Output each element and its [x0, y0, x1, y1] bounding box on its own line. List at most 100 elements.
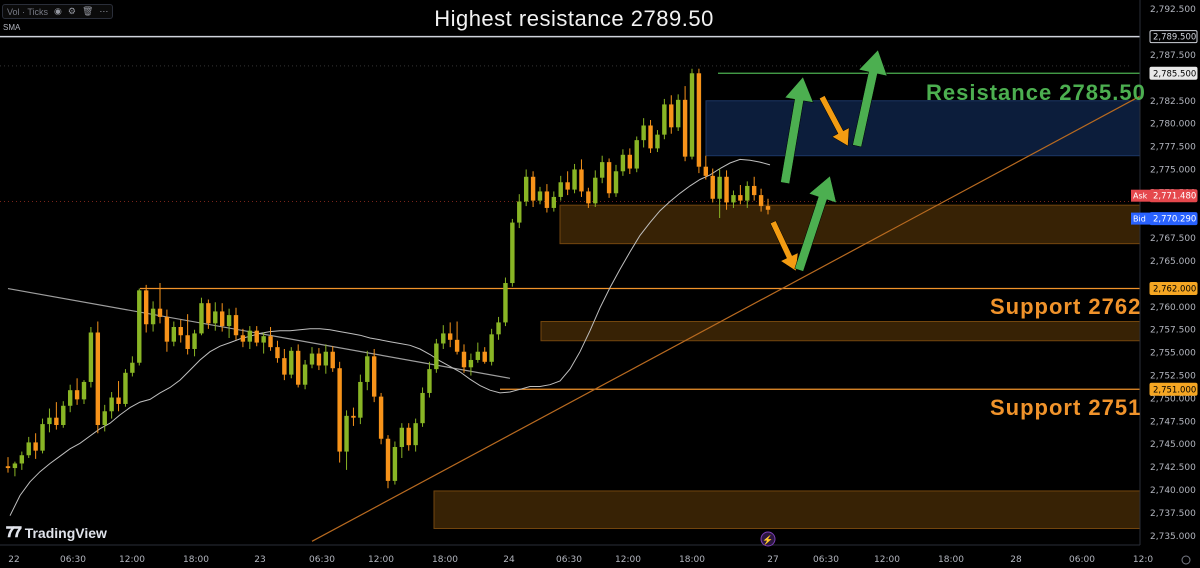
candle-body [344, 415, 349, 452]
candle-body [627, 154, 633, 169]
more-icon[interactable]: ⋯ [99, 6, 109, 16]
event-icon [760, 531, 776, 547]
candle-body [157, 308, 163, 317]
candles [5, 68, 771, 489]
x-tick-label: 06:30 [813, 555, 839, 565]
y-tick-label: 2,775.000 [1150, 165, 1196, 175]
candle-body [717, 176, 722, 199]
candle-body [599, 162, 605, 178]
candle-body [95, 332, 101, 426]
candle-body [40, 424, 45, 451]
x-tick-label: 12:00 [119, 555, 145, 565]
support-2751-label: Support 2751 [990, 395, 1142, 420]
logo-text: TradingView [24, 524, 107, 541]
settings-icon [1181, 555, 1191, 565]
sma-label: SMA [3, 23, 21, 32]
candle-body [226, 315, 232, 327]
candle-body [309, 353, 315, 365]
candle-body [74, 390, 80, 400]
resistance-label: Resistance 2785.50 [926, 80, 1146, 105]
candle-body [392, 446, 398, 481]
candle-body [5, 466, 11, 469]
trash-icon[interactable]: 🗑 [81, 6, 94, 16]
candle-body [765, 206, 771, 210]
candle-body [12, 463, 18, 469]
candle-body [171, 327, 177, 342]
sma-line [9, 158, 771, 516]
price-marker [1149, 382, 1198, 396]
candle-body [593, 177, 598, 204]
candle-body [33, 442, 38, 451]
candle-body [696, 73, 702, 167]
price-tag-label: Ask [1133, 192, 1148, 201]
candle-body [351, 415, 356, 418]
candle-body [613, 171, 619, 194]
candle-body [47, 417, 52, 425]
candle-body [682, 99, 688, 157]
y-tick-label: 2,745.000 [1150, 440, 1196, 450]
candle-body [510, 222, 515, 284]
y-tick-label: 2,777.500 [1150, 143, 1196, 153]
candle-body [295, 350, 301, 385]
candle-body [648, 125, 653, 149]
candle-body [655, 134, 660, 149]
candle-body [143, 290, 149, 325]
price-tag-bid [1131, 212, 1150, 225]
candle-body [371, 356, 377, 397]
candle-body [282, 358, 287, 375]
ascending-trendline [311, 95, 1141, 542]
candle-body [399, 427, 405, 447]
settings-icon[interactable]: ⚙ [67, 6, 76, 16]
price-marker-label: 2,789.500 [1153, 33, 1196, 43]
candle-body [219, 311, 225, 327]
candle-body [724, 176, 729, 203]
y-tick-label: 2,782.500 [1150, 97, 1196, 107]
candle-body [703, 166, 709, 176]
candle-body [544, 191, 550, 208]
candle-body [378, 396, 384, 439]
x-tick-label: 27 [767, 555, 778, 565]
eye-icon[interactable]: ◉ [54, 6, 62, 16]
candle-body [164, 316, 170, 342]
x-tick-label: 06:00 [1069, 555, 1095, 565]
x-tick-label: 12:00 [615, 555, 641, 565]
x-tick-label: 18:00 [183, 555, 209, 565]
candle-body [268, 336, 273, 348]
x-tick-label: 28 [1010, 555, 1022, 565]
candle-body [427, 369, 432, 393]
candle-body [275, 347, 280, 359]
candle-body [537, 191, 543, 201]
arrow-up-2 [852, 49, 888, 148]
arrow-up-3 [794, 175, 837, 272]
candle-body [81, 381, 87, 400]
candle-body [289, 350, 294, 375]
indicator-bar[interactable]: Vol · Ticks ◉ ⚙ 🗑 ⋯ [2, 4, 114, 19]
candle-body [54, 417, 59, 426]
candle-body [213, 311, 218, 324]
candle-body [662, 104, 667, 135]
candle-body [330, 351, 335, 369]
x-tick-label: 18:00 [938, 555, 964, 565]
candle-body [323, 351, 329, 366]
candle-body [434, 343, 439, 370]
price-tag-label: Bid [1133, 215, 1146, 224]
candle-body [517, 201, 522, 223]
tradingview-logo[interactable]: 𝟕𝟕 TradingView [6, 524, 107, 541]
y-tick-label: 2,787.500 [1150, 51, 1196, 61]
candle-body [551, 196, 557, 208]
candle-body [130, 362, 135, 373]
candle-body [572, 169, 577, 190]
candle-body [137, 290, 142, 363]
candle-body [620, 154, 626, 172]
candle-body [358, 381, 363, 418]
candle-body [420, 392, 425, 424]
y-tick-label: 2,757.500 [1150, 326, 1196, 336]
candle-body [61, 405, 66, 426]
price-marker-label: 2,785.500 [1153, 69, 1196, 79]
price-marker [1149, 282, 1198, 296]
y-tick-label: 2,747.500 [1150, 417, 1196, 427]
candle-body [19, 455, 25, 464]
candle-body [558, 182, 563, 197]
candle-body [233, 315, 239, 336]
